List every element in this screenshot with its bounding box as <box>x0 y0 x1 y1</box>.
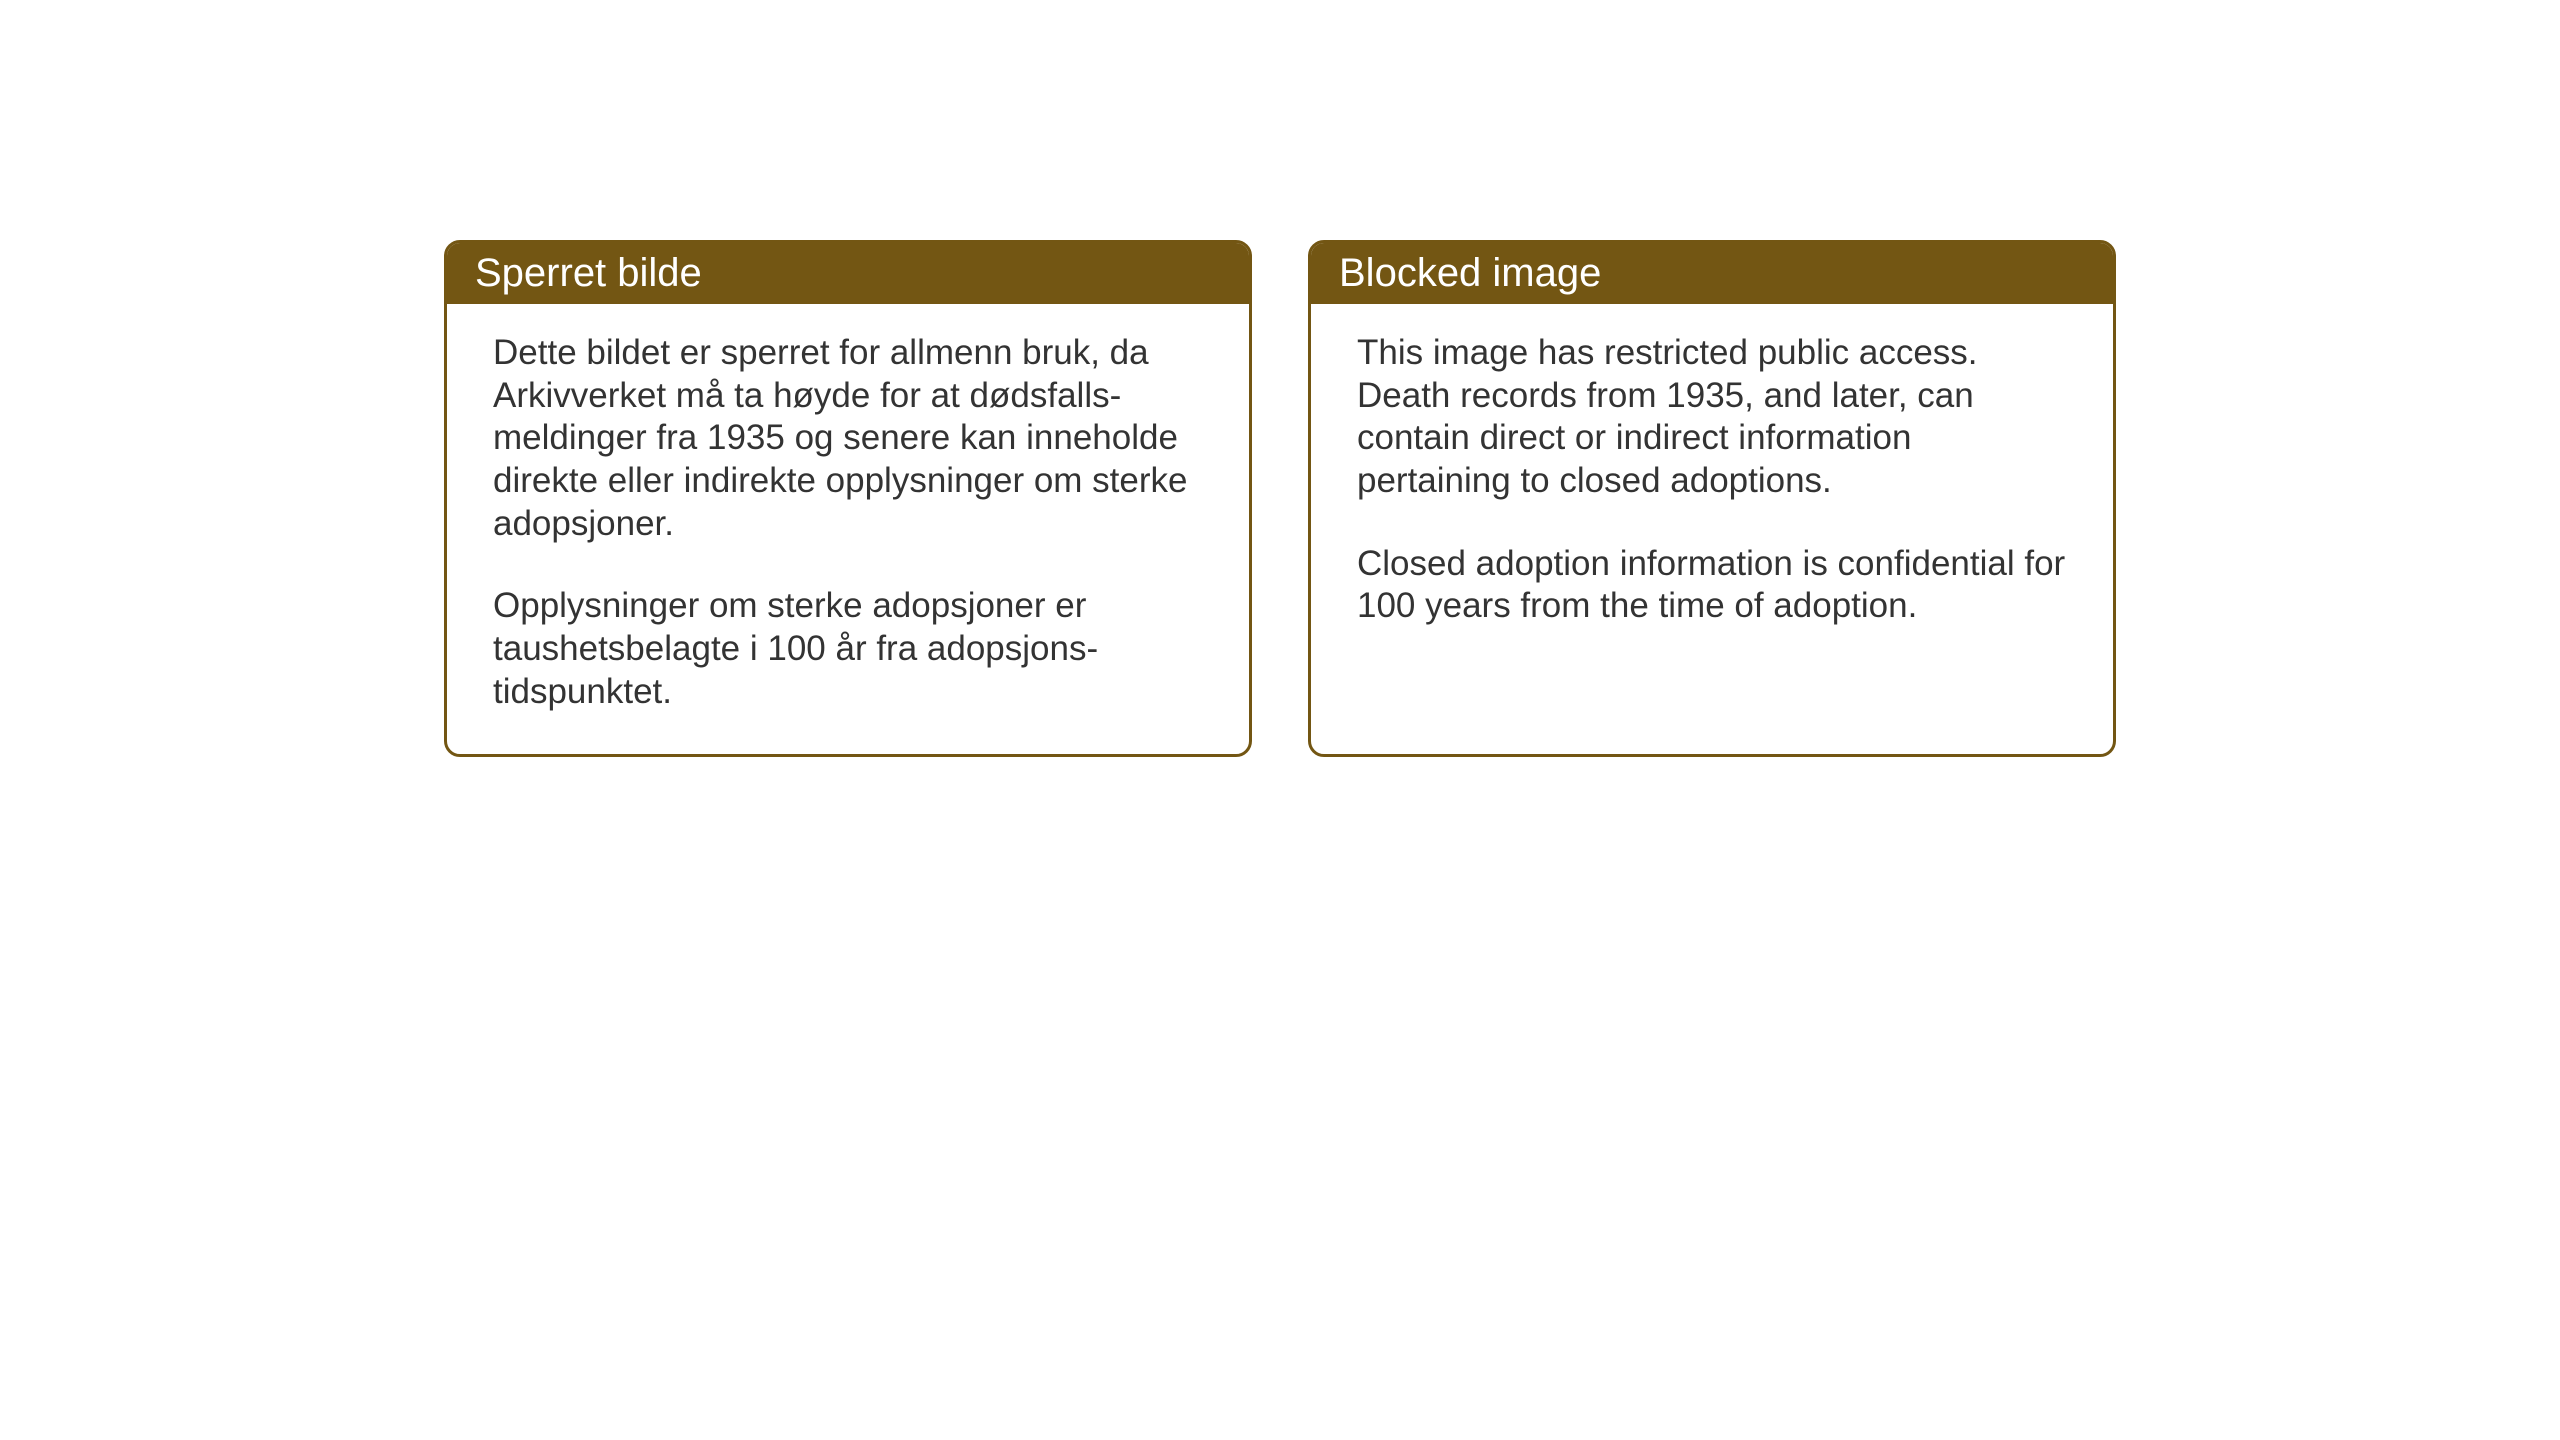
notice-container: Sperret bilde Dette bildet er sperret fo… <box>444 240 2116 757</box>
english-paragraph-1: This image has restricted public access.… <box>1357 332 2067 503</box>
norwegian-paragraph-1: Dette bildet er sperret for allmenn bruk… <box>493 332 1203 545</box>
english-notice-title: Blocked image <box>1311 243 2113 304</box>
norwegian-notice-title: Sperret bilde <box>447 243 1249 304</box>
norwegian-notice-box: Sperret bilde Dette bildet er sperret fo… <box>444 240 1252 757</box>
norwegian-notice-body: Dette bildet er sperret for allmenn bruk… <box>447 304 1249 754</box>
english-paragraph-2: Closed adoption information is confident… <box>1357 543 2067 628</box>
norwegian-paragraph-2: Opplysninger om sterke adopsjoner er tau… <box>493 585 1203 713</box>
english-notice-body: This image has restricted public access.… <box>1311 304 2113 668</box>
english-notice-box: Blocked image This image has restricted … <box>1308 240 2116 757</box>
